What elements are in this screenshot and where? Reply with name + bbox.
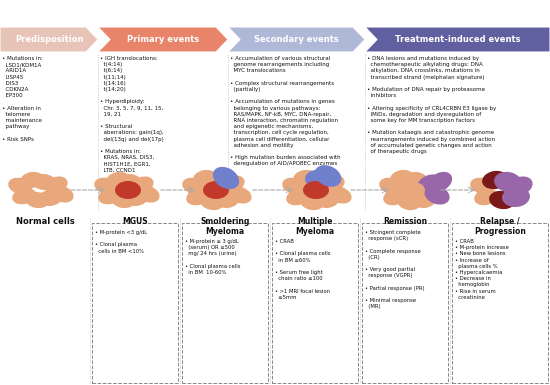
Ellipse shape [286,189,310,205]
Text: Predisposition: Predisposition [15,35,83,44]
Ellipse shape [383,189,407,205]
Ellipse shape [508,176,532,196]
Ellipse shape [182,177,206,194]
Text: • Mutations in:
  LSD1/KDM1A
  ARID1A
  USP45
  DIS3
  CDKN2A
  EP300

• Alterat: • Mutations in: LSD1/KDM1A ARID1A USP45 … [2,56,43,142]
Text: • CRAB
• M-protein increase
• New bone lesions
• Increase of
  plasma cells %
• : • CRAB • M-protein increase • New bone l… [455,239,509,300]
Text: Normal cells: Normal cells [15,217,74,226]
Text: • DNA lesions and mutations induced by
  chemotherapeutic alkylating drugs: DNA
: • DNA lesions and mutations induced by c… [367,56,496,154]
Text: Primary events: Primary events [127,35,199,44]
Ellipse shape [293,170,317,186]
Ellipse shape [305,170,333,190]
Text: • CRAB

• Clonal plasma cells
  in BM ≥60%

• Serum free light
  chain ratio ≥10: • CRAB • Clonal plasma cells in BM ≥60% … [275,239,331,300]
Ellipse shape [417,174,443,194]
Ellipse shape [203,181,229,199]
Ellipse shape [186,189,210,205]
Text: • M-protein <3 g/dL

• Clonal plasma
  cells in BM <10%: • M-protein <3 g/dL • Clonal plasma cell… [95,230,147,254]
Ellipse shape [51,186,74,203]
Ellipse shape [25,192,49,208]
Ellipse shape [106,172,130,188]
Ellipse shape [118,174,142,190]
Ellipse shape [222,176,245,192]
Ellipse shape [489,191,515,209]
FancyBboxPatch shape [452,223,548,383]
Ellipse shape [328,186,351,204]
Ellipse shape [412,192,436,208]
Ellipse shape [213,167,239,189]
Ellipse shape [321,176,345,192]
Ellipse shape [94,177,118,194]
Text: Treatment-induced events: Treatment-induced events [395,35,520,44]
Ellipse shape [470,177,494,194]
FancyBboxPatch shape [362,223,448,383]
Ellipse shape [303,181,329,199]
Ellipse shape [401,182,425,198]
Ellipse shape [315,165,342,187]
Ellipse shape [282,177,306,194]
Text: Remission: Remission [383,217,427,226]
Ellipse shape [425,186,449,204]
Ellipse shape [12,187,36,204]
Ellipse shape [130,176,153,194]
Ellipse shape [482,171,508,189]
Ellipse shape [32,174,56,190]
Ellipse shape [474,189,498,205]
Ellipse shape [124,190,148,206]
Ellipse shape [404,172,428,188]
Polygon shape [0,27,98,52]
Ellipse shape [228,186,251,204]
Polygon shape [365,27,550,52]
Ellipse shape [379,177,403,194]
Ellipse shape [494,172,522,192]
Ellipse shape [207,172,231,188]
Ellipse shape [215,192,239,208]
Ellipse shape [193,170,217,186]
Text: Smoldering
Myeloma: Smoldering Myeloma [200,217,250,236]
Text: • M-protein ≥ 3 g/dL
  (serum) OR ≥500
  mg/ 24 hrs (urine)

• Clonal plasma cel: • M-protein ≥ 3 g/dL (serum) OR ≥500 mg/… [185,239,240,275]
FancyBboxPatch shape [272,223,358,383]
Ellipse shape [390,170,414,186]
FancyBboxPatch shape [182,223,268,383]
Ellipse shape [397,194,421,210]
Text: Multiple
Myeloma: Multiple Myeloma [295,217,334,236]
Polygon shape [228,27,365,52]
Ellipse shape [502,187,530,207]
Text: • IGH translocations:
  t(4;14)
  t(6;14)
  t(11;14)
  t(14;16)
  t(14;20)

• Hy: • IGH translocations: t(4;14) t(6;14) t(… [100,56,164,172]
Ellipse shape [45,176,68,194]
Text: • Accumulation of various structural
  genome rearrangements including
  MYC tra: • Accumulation of various structural gen… [230,56,340,166]
Ellipse shape [428,172,452,192]
Ellipse shape [115,181,141,199]
Ellipse shape [20,172,44,188]
Text: MGUS: MGUS [122,217,148,226]
Polygon shape [98,27,228,52]
Ellipse shape [136,186,160,203]
Ellipse shape [300,194,324,210]
Ellipse shape [38,190,62,206]
Ellipse shape [111,192,135,208]
Ellipse shape [8,177,32,194]
Text: Relapse /
Progression: Relapse / Progression [474,217,526,236]
Ellipse shape [315,192,339,208]
Ellipse shape [200,194,224,210]
Text: Secondary events: Secondary events [254,35,339,44]
Text: • Stringent complete
  response (sCR)

• Complete response
  (CR)

• Very good p: • Stringent complete response (sCR) • Co… [365,230,425,310]
FancyBboxPatch shape [92,223,178,383]
Ellipse shape [98,187,122,204]
